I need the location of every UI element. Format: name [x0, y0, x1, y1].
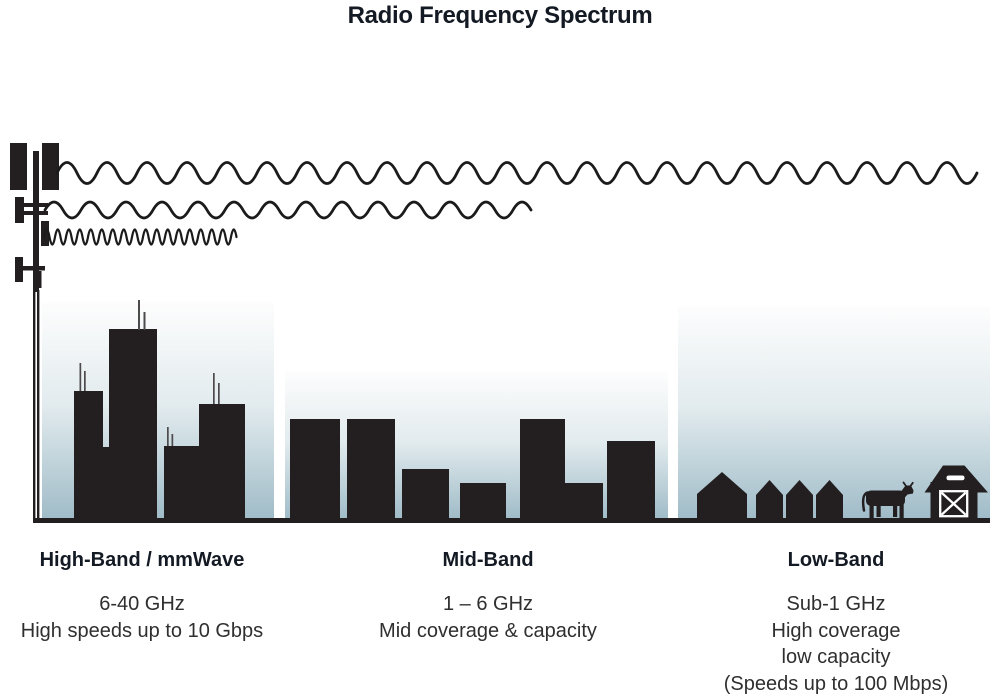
barn-vent-slot: [946, 475, 965, 481]
house-silhouette: [786, 480, 813, 518]
skyscraper-silhouette: [74, 391, 103, 518]
band-label-mid: Mid-Band 1 – 6 GHz Mid coverage & capaci…: [356, 549, 620, 644]
rooftop-antenna: [171, 434, 174, 446]
band-detail-coverage: High coverage: [771, 619, 901, 642]
building-silhouette: [290, 419, 340, 518]
band-detail-speed: (Speeds up to 100 Mbps): [723, 672, 949, 695]
band-detail-coverage: Mid coverage & capacity: [379, 619, 597, 642]
band-name-high: High-Band / mmWave: [39, 549, 245, 571]
band-detail-frequency: 6-40 GHz: [99, 593, 185, 615]
rooftop-antennas: [79, 300, 220, 446]
building-silhouette: [347, 419, 395, 518]
ground-line: [33, 518, 990, 523]
band-detail-frequency: Sub-1 GHz: [786, 593, 886, 615]
cell-tower-icon: [10, 143, 59, 518]
house-silhouette: [816, 480, 843, 518]
wave-high-band-short: [42, 228, 238, 246]
wave-mid-band-medium: [43, 200, 533, 220]
rooftop-antenna: [79, 363, 82, 391]
band-label-low: Low-Band Sub-1 GHz High coverage low cap…: [704, 549, 968, 697]
suburb-buildings-icon: [290, 419, 655, 518]
band-label-high: High-Band / mmWave 6-40 GHz High speeds …: [10, 549, 274, 644]
band-detail-frequency: 1 – 6 GHz: [442, 593, 534, 615]
page-title: Radio Frequency Spectrum: [347, 2, 653, 29]
skyscraper-silhouette: [103, 447, 109, 518]
band-name-mid: Mid-Band: [442, 549, 534, 571]
rooftop-antenna: [167, 427, 169, 446]
building-silhouette: [460, 483, 506, 518]
barn-icon: [924, 465, 988, 518]
building-silhouette: [520, 419, 565, 518]
skyscraper-silhouette: [109, 329, 157, 518]
band-detail-speed: High speeds up to 10 Gbps: [20, 619, 264, 642]
rooftop-antenna: [84, 371, 86, 391]
skyscraper-silhouette: [164, 446, 199, 518]
building-silhouette: [565, 483, 603, 518]
city-skyline-icon: [74, 329, 245, 518]
building-silhouette: [402, 469, 449, 518]
house-silhouette: [756, 480, 783, 518]
skyscraper-silhouette: [199, 404, 245, 518]
wave-low-band-long: [55, 161, 979, 185]
radio-waves: [42, 161, 979, 246]
band-detail-capacity: low capacity: [781, 646, 891, 668]
houses-icon: [697, 472, 843, 518]
rooftop-antenna: [138, 300, 140, 330]
rooftop-antenna: [143, 312, 146, 330]
house-silhouette: [697, 472, 747, 518]
band-name-low: Low-Band: [787, 549, 885, 571]
rooftop-antenna: [213, 373, 215, 404]
building-silhouette: [607, 441, 655, 518]
rooftop-antenna: [218, 383, 220, 404]
cow-icon: [861, 481, 914, 518]
